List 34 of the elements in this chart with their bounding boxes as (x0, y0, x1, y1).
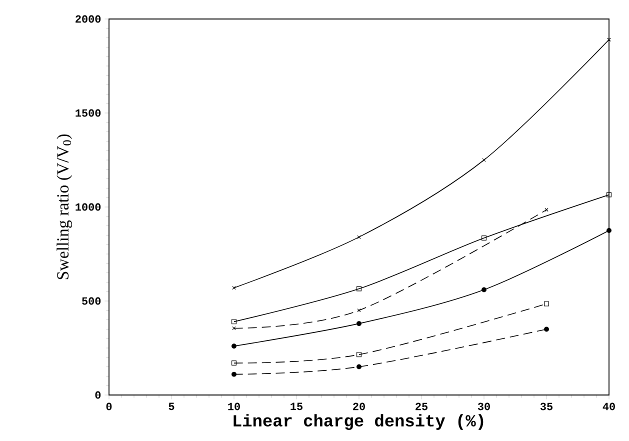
x-tick-label: 40 (602, 402, 615, 410)
y-tick-label: 0 (95, 391, 101, 399)
point (606, 192, 612, 198)
point (356, 364, 362, 370)
point (356, 321, 362, 326)
x-tick-label: 25 (416, 402, 428, 410)
point (544, 208, 548, 212)
point (232, 319, 236, 324)
y-tick-label: 500 (82, 297, 101, 305)
point (356, 286, 362, 292)
x-tick-label: 35 (540, 402, 553, 410)
point (482, 236, 486, 241)
point (232, 344, 236, 349)
point (357, 308, 361, 312)
x-tick-label: 10 (228, 402, 240, 410)
point (544, 326, 549, 332)
point (482, 287, 486, 292)
x-tick-label: 15 (290, 402, 302, 410)
point (544, 301, 549, 306)
point (357, 235, 361, 239)
point (606, 228, 612, 233)
point (232, 326, 236, 330)
point (232, 360, 236, 366)
x-tick-label: 5 (168, 402, 174, 410)
point (232, 372, 236, 377)
y-axis-title: Swelling ratio (V/V$_{0}$) (56, 134, 72, 280)
y-tick-label: 2000 (76, 15, 101, 23)
x-tick-label: 20 (353, 402, 365, 410)
x-tick-label: 30 (478, 402, 490, 410)
x-axis-title: Linear charge density (%) (234, 414, 484, 430)
x-tick-label: 0 (106, 402, 112, 410)
y-tick-label: 1500 (76, 109, 101, 117)
point (356, 352, 362, 358)
y-tick-label: 1000 (76, 203, 101, 211)
